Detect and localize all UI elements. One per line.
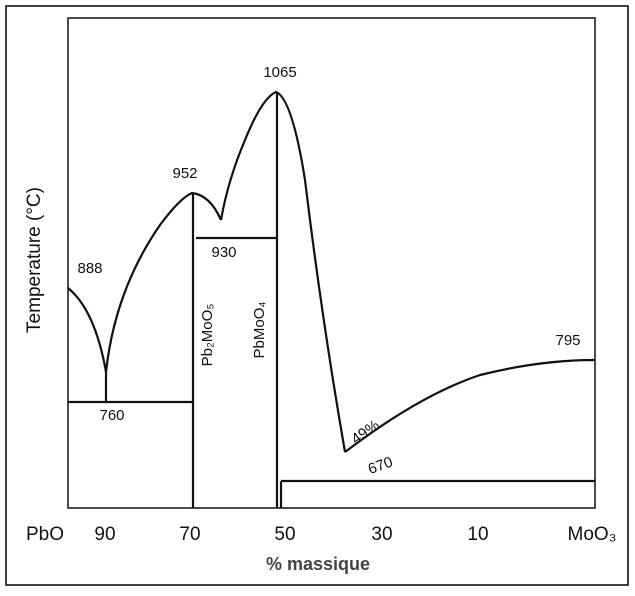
x-label: 10	[467, 524, 488, 545]
liquidus	[67, 191, 223, 373]
plot-box	[67, 17, 596, 509]
liquidus	[219, 90, 347, 453]
point-label: 795	[555, 332, 580, 349]
phase-label: Pb₂MoO₅	[199, 304, 216, 367]
point-label: 1065	[263, 64, 296, 81]
point-label: 49%	[348, 417, 382, 448]
liquidus	[344, 358, 596, 453]
point-label: 952	[172, 165, 197, 182]
y-axis-label: Temperature (°C)	[24, 187, 45, 333]
point-label: 888	[77, 260, 102, 277]
x-label: PbO	[26, 524, 64, 545]
x-label: 90	[94, 524, 115, 545]
point-label: 760	[99, 407, 124, 424]
x-label: 70	[179, 524, 200, 545]
point-label: 670	[366, 454, 395, 479]
x-label: MoO₃	[568, 524, 617, 545]
x-axis-label: % massique	[266, 554, 370, 574]
phase-label: PbMoO₄	[251, 302, 268, 359]
x-label: 50	[274, 524, 295, 545]
point-label: 930	[211, 244, 236, 261]
frame	[5, 5, 629, 586]
phase-lines	[67, 90, 596, 508]
x-label: 30	[371, 524, 392, 545]
